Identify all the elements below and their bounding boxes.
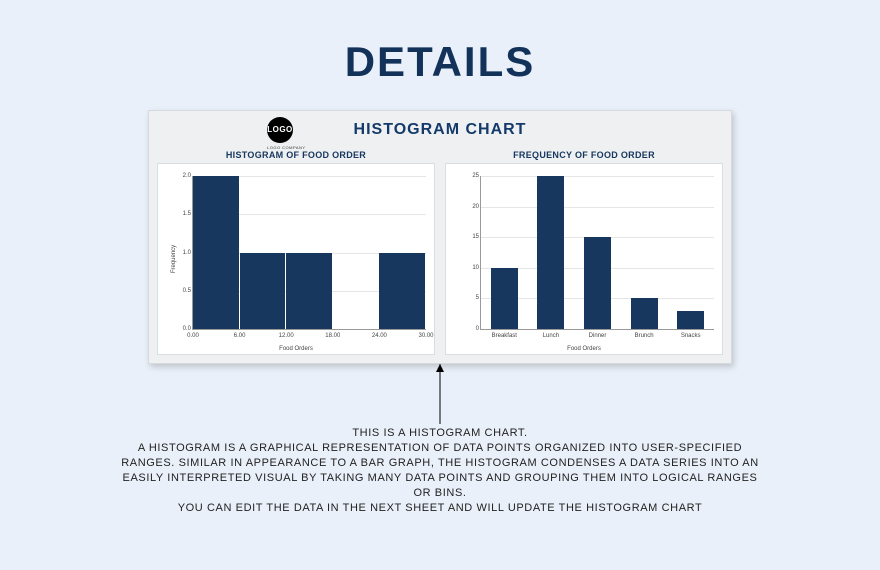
xtick: Brunch xyxy=(635,333,654,339)
ytick: 20 xyxy=(459,204,479,210)
ytick: 1.0 xyxy=(171,250,191,256)
ytick: 1.5 xyxy=(171,211,191,217)
frequency-bar xyxy=(584,237,611,329)
xtick: 12.00 xyxy=(279,333,294,339)
charts-row: HISTOGRAM OF FOOD ORDER Frequency Food O… xyxy=(157,163,723,355)
chart-right-grid: 0510152025BreakfastLunchDinnerBrunchSnac… xyxy=(480,176,714,330)
gridline xyxy=(481,176,714,177)
page-title: DETAILS xyxy=(0,0,880,86)
xtick: 30.00 xyxy=(418,333,433,339)
caption-line-3: YOU CAN EDIT THE DATA IN THE NEXT SHEET … xyxy=(120,501,760,516)
chart-left-title: HISTOGRAM OF FOOD ORDER xyxy=(158,150,434,160)
ytick: 0.5 xyxy=(171,288,191,294)
ytick: 2.0 xyxy=(171,173,191,179)
histogram-bar xyxy=(286,253,332,330)
caption-line-1: THIS IS A HISTOGRAM CHART. xyxy=(120,426,760,441)
frequency-bar xyxy=(537,176,564,329)
xtick: Breakfast xyxy=(492,333,517,339)
pointer-arrow xyxy=(0,364,880,426)
card-header: LOGO LOGO COMPANY HISTOGRAM CHART xyxy=(157,119,723,145)
arrow-line xyxy=(440,364,441,424)
chart-right-title: FREQUENCY OF FOOD ORDER xyxy=(446,150,722,160)
xtick: Dinner xyxy=(589,333,607,339)
chart-card: LOGO LOGO COMPANY HISTOGRAM CHART HISTOG… xyxy=(148,110,732,364)
chart-right-xlabel: Food Orders xyxy=(446,346,722,352)
ytick: 5 xyxy=(459,295,479,301)
card-title: HISTOGRAM CHART xyxy=(354,121,527,139)
caption-line-2: A HISTOGRAM IS A GRAPHICAL REPRESENTATIO… xyxy=(120,441,760,501)
ytick: 25 xyxy=(459,173,479,179)
frequency-chart: FREQUENCY OF FOOD ORDER Food Orders 0510… xyxy=(445,163,723,355)
xtick: 24.00 xyxy=(372,333,387,339)
frequency-bar xyxy=(491,268,518,329)
xtick: Lunch xyxy=(543,333,559,339)
chart-left-xlabel: Food Orders xyxy=(158,346,434,352)
xtick: Snacks xyxy=(681,333,701,339)
xtick: 6.00 xyxy=(234,333,246,339)
histogram-bar xyxy=(240,253,286,330)
histogram-chart: HISTOGRAM OF FOOD ORDER Frequency Food O… xyxy=(157,163,435,355)
gridline xyxy=(481,207,714,208)
logo-wrap: LOGO LOGO COMPANY xyxy=(267,117,306,150)
xtick: 0.00 xyxy=(187,333,199,339)
ytick: 15 xyxy=(459,234,479,240)
frequency-bar xyxy=(677,311,704,329)
histogram-bar xyxy=(193,176,239,329)
histogram-bar xyxy=(379,253,425,330)
ytick: 0 xyxy=(459,326,479,332)
chart-left-grid: 0.00.51.01.52.00.006.0012.0018.0024.0030… xyxy=(192,176,426,330)
ytick: 0.0 xyxy=(171,326,191,332)
logo-icon: LOGO xyxy=(267,117,293,143)
xtick: 18.00 xyxy=(325,333,340,339)
ytick: 10 xyxy=(459,265,479,271)
caption-block: THIS IS A HISTOGRAM CHART. A HISTOGRAM I… xyxy=(120,426,760,516)
frequency-bar xyxy=(631,298,658,329)
